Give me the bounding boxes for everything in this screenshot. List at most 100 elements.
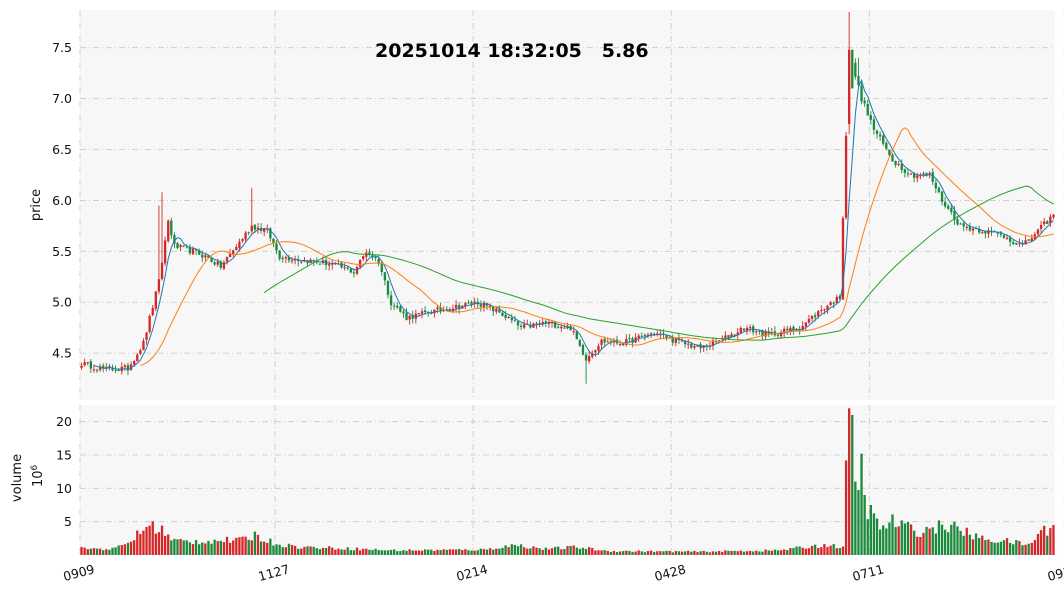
volume-bar	[278, 544, 281, 555]
candlestick	[170, 217, 173, 240]
price-tick: 4.5	[52, 346, 72, 361]
candlestick	[470, 300, 473, 308]
candle-body	[544, 321, 547, 323]
volume-bar	[92, 548, 96, 555]
volume-bar	[990, 541, 993, 555]
candlestick	[971, 226, 975, 236]
volume-bar	[451, 549, 455, 555]
candle-body	[696, 344, 699, 347]
volume-bar	[207, 540, 210, 555]
candlestick	[637, 333, 640, 342]
candle-body	[984, 231, 987, 234]
candle-body	[191, 248, 195, 255]
candlestick	[891, 153, 894, 162]
volume-bar	[250, 540, 253, 555]
candle-body	[968, 226, 972, 231]
volume-bar	[569, 545, 572, 555]
candle-body	[643, 335, 647, 337]
candlestick	[244, 230, 247, 243]
candle-body	[340, 262, 343, 268]
volume-bar	[179, 538, 182, 555]
candlestick	[343, 263, 346, 271]
volume-bar	[795, 546, 798, 555]
candlestick	[510, 313, 513, 324]
price-panel	[80, 10, 1055, 400]
volume-bar	[448, 549, 452, 555]
candle-body	[891, 154, 894, 162]
candlestick	[888, 149, 891, 157]
candle-body	[690, 343, 693, 348]
candle-body	[990, 230, 993, 232]
volume-bar	[987, 539, 990, 555]
candle-body	[479, 304, 482, 307]
volume-bar	[105, 549, 108, 555]
volume-bar	[776, 550, 780, 555]
volume-bar	[588, 547, 591, 555]
volume-bar	[238, 537, 241, 555]
candle-body	[683, 341, 687, 345]
candle-body	[810, 316, 814, 319]
volume-bar	[922, 532, 925, 555]
candlestick	[461, 305, 464, 309]
candle-body	[572, 331, 575, 333]
volume-bar	[402, 550, 405, 555]
candle-body	[167, 220, 170, 242]
candle-body	[1043, 221, 1046, 225]
volume-bar	[823, 544, 826, 555]
candlestick	[984, 230, 987, 239]
candlestick	[281, 255, 284, 263]
candle-body	[393, 305, 396, 307]
candle-body	[349, 268, 352, 273]
candle-body	[1052, 214, 1055, 218]
volume-bar	[436, 549, 439, 555]
candle-body	[210, 257, 213, 263]
candlestick	[80, 362, 83, 370]
candlestick	[851, 49, 854, 89]
candle-body	[176, 242, 179, 249]
volume-bar	[253, 531, 257, 555]
candlestick	[383, 271, 387, 286]
candle-body	[139, 350, 142, 354]
candle-body	[687, 343, 690, 345]
volume-bar	[683, 551, 687, 555]
volume-bar	[433, 550, 436, 555]
candlestick	[869, 111, 872, 125]
volume-bar	[575, 547, 578, 555]
volume-bar	[117, 545, 120, 555]
candle-body	[1008, 237, 1012, 242]
volume-bar	[358, 550, 362, 555]
candle-body	[894, 160, 897, 165]
candle-body	[801, 325, 804, 331]
candlesticks	[80, 12, 1055, 384]
candlestick	[163, 236, 167, 267]
volume-bar	[241, 536, 244, 555]
candle-body	[882, 135, 885, 144]
candle-body	[377, 259, 380, 264]
volume-bar	[767, 550, 770, 555]
candlestick	[479, 300, 482, 312]
volume-bar	[445, 549, 448, 555]
candle-body	[693, 346, 696, 348]
volume-bar	[312, 546, 315, 555]
volume-bar	[393, 549, 396, 555]
candle-body	[940, 191, 944, 202]
volume-bar	[665, 550, 668, 555]
candlestick	[687, 339, 690, 349]
volume-bar	[408, 549, 411, 555]
candle-body	[436, 307, 439, 310]
candle-body	[467, 302, 470, 304]
volume-bar	[188, 542, 192, 555]
candle-body	[86, 362, 89, 364]
candle-body	[170, 220, 173, 236]
volume-bar	[885, 528, 888, 555]
volume-bar	[863, 495, 866, 555]
volume-bar	[399, 551, 402, 555]
candlestick	[835, 294, 838, 305]
candle-body	[649, 333, 653, 335]
volume-bar	[495, 548, 498, 555]
volume-bar	[145, 526, 148, 555]
volume-bar	[275, 544, 278, 555]
volume-bar	[95, 548, 99, 555]
candle-body	[1005, 238, 1009, 240]
candlestick	[160, 192, 164, 281]
